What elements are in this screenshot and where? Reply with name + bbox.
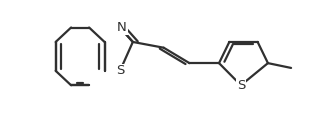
Text: S: S	[116, 64, 124, 77]
Text: N: N	[117, 21, 127, 34]
Text: S: S	[237, 79, 245, 92]
